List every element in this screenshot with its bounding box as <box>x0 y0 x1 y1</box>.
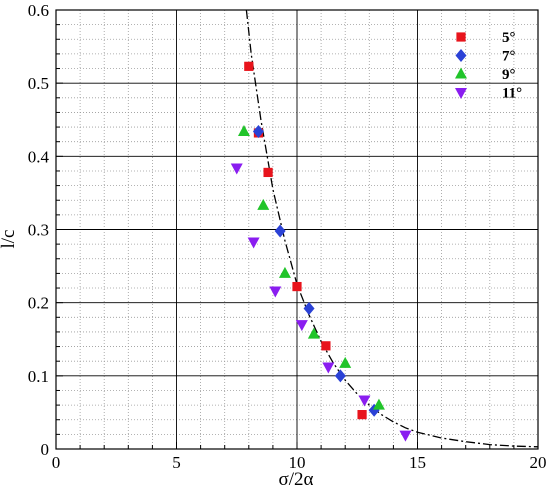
y-tick-label: 0.1 <box>28 367 49 386</box>
data-point <box>321 341 331 351</box>
y-tick-label: 0.2 <box>28 294 49 313</box>
data-point <box>230 163 243 175</box>
data-point <box>295 320 308 332</box>
legend-label: 7° <box>502 49 516 65</box>
axis-ticks <box>55 9 539 450</box>
y-tick-label: 0.3 <box>28 221 49 240</box>
data-point <box>399 430 412 442</box>
data-point <box>257 198 270 210</box>
legend-label: 11° <box>502 86 522 102</box>
x-axis-title: σ/2α <box>279 469 314 490</box>
x-tick-labels: 0 5 10 15 20 <box>52 453 547 472</box>
legend: 5° 7° 9° 11° <box>455 30 522 102</box>
data-point <box>357 410 367 420</box>
y-tick-label: 0.5 <box>28 74 49 93</box>
legend-label: 5° <box>502 30 516 46</box>
legend-marker <box>455 88 467 99</box>
data-point <box>269 286 282 298</box>
legend-label: 9° <box>502 67 516 83</box>
data-point <box>303 302 315 316</box>
data-point <box>358 395 371 407</box>
data-point <box>322 362 335 374</box>
x-tick-label: 15 <box>409 453 426 472</box>
y-tick-label: 0.6 <box>28 1 49 20</box>
legend-marker <box>456 32 466 42</box>
data-point <box>339 356 352 368</box>
data-point <box>334 369 346 383</box>
x-tick-label: 0 <box>52 453 61 472</box>
data-point <box>278 266 291 278</box>
data-point <box>237 124 250 136</box>
fit-curve <box>245 9 539 448</box>
data-point <box>372 398 385 410</box>
y-tick-label: 0 <box>41 440 50 459</box>
data-point <box>307 327 320 339</box>
y-tick-label: 0.4 <box>28 147 50 166</box>
data-point <box>244 61 254 71</box>
data-point <box>252 124 264 138</box>
y-tick-labels: 0 0.1 0.2 0.3 0.4 0.5 0.6 <box>28 1 50 459</box>
data-point <box>292 281 302 292</box>
data-point <box>263 167 273 178</box>
x-tick-label: 5 <box>172 453 181 472</box>
data-point <box>274 224 286 238</box>
data-point <box>247 237 260 249</box>
data-markers <box>230 61 412 442</box>
x-tick-label: 20 <box>530 453 547 472</box>
x-tick-label: 10 <box>289 453 306 472</box>
legend-marker <box>455 67 467 79</box>
legend-marker <box>455 49 467 62</box>
y-axis-title: l/c <box>0 230 19 249</box>
